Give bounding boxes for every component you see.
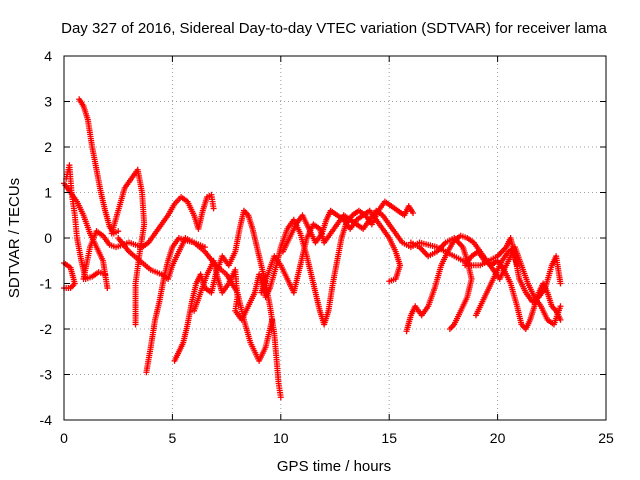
y-tick-label: -2 [40, 321, 53, 337]
series-track-5 [80, 191, 217, 282]
series-track-15 [462, 248, 564, 332]
data-point [446, 326, 453, 332]
series-track-1 [76, 96, 122, 237]
x-tick-label: 0 [60, 430, 68, 446]
data-point [115, 228, 122, 235]
chart-title: Day 327 of 2016, Sidereal Day-to-day VTE… [61, 20, 607, 37]
y-tick-label: -4 [40, 412, 53, 428]
data-point [210, 205, 217, 212]
data-point [277, 394, 284, 401]
y-tick-label: 3 [44, 94, 52, 110]
series-track-16 [472, 244, 564, 328]
y-tick-label: -1 [40, 276, 53, 292]
y-tick-label: 0 [44, 230, 52, 246]
data-point [557, 316, 564, 323]
x-tick-label: 5 [169, 430, 177, 446]
series-track-6 [108, 166, 148, 328]
axis-ticks: 0 5 10 15 20 25 -4 -3 -2 -1 0 1 2 3 4 [40, 48, 614, 446]
x-tick-label: 10 [273, 430, 289, 446]
series-track-12 [279, 207, 404, 285]
y-tick-label: -3 [40, 367, 53, 383]
data-point [557, 303, 564, 310]
data-point [132, 321, 139, 328]
series-track-11 [258, 207, 564, 305]
y-tick-label: 2 [44, 139, 52, 155]
data-point [557, 280, 564, 287]
grid-lines [64, 56, 606, 420]
data-point [410, 209, 417, 216]
x-tick-label: 25 [598, 430, 614, 446]
series-track-14 [407, 235, 475, 332]
y-tick-label: 4 [44, 48, 52, 64]
data-point [386, 278, 393, 285]
data-series [61, 96, 564, 401]
data-point [104, 285, 111, 292]
y-tick-label: 1 [44, 185, 52, 201]
series-track-9 [171, 207, 284, 401]
x-axis-label: GPS time / hours [277, 458, 391, 475]
series-track-8 [143, 235, 208, 376]
series-track-4 [61, 260, 78, 292]
data-point [201, 244, 208, 251]
x-tick-label: 20 [490, 430, 506, 446]
series-track-10 [191, 198, 417, 328]
y-axis-label: SDTVAR / TECUs [6, 178, 23, 298]
x-tick-label: 15 [381, 430, 397, 446]
